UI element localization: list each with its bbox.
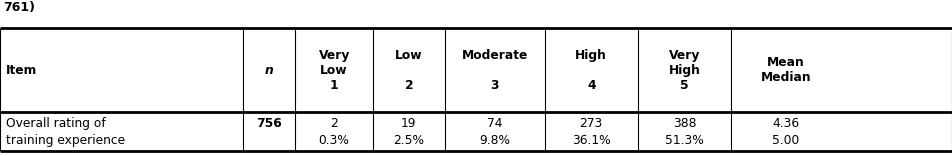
Text: Overall rating of: Overall rating of — [6, 117, 106, 130]
Text: 9.8%: 9.8% — [479, 134, 510, 147]
Text: 5.00: 5.00 — [772, 134, 800, 147]
Text: Very
Low
1: Very Low 1 — [319, 49, 349, 92]
Text: 761): 761) — [3, 1, 35, 14]
Text: 0.3%: 0.3% — [319, 134, 349, 147]
Text: Low

2: Low 2 — [395, 49, 423, 92]
Text: 2.5%: 2.5% — [393, 134, 425, 147]
Text: Very
High
5: Very High 5 — [668, 49, 701, 92]
Text: High

4: High 4 — [575, 49, 607, 92]
Text: Item: Item — [6, 64, 37, 77]
Text: training experience: training experience — [6, 134, 125, 147]
Text: Moderate

3: Moderate 3 — [462, 49, 527, 92]
Text: Mean
Median: Mean Median — [761, 56, 811, 84]
Text: 756: 756 — [256, 117, 282, 130]
Text: 51.3%: 51.3% — [665, 134, 704, 147]
Text: 19: 19 — [401, 117, 417, 130]
Text: 36.1%: 36.1% — [572, 134, 610, 147]
Text: 4.36: 4.36 — [772, 117, 800, 130]
Text: 2: 2 — [330, 117, 338, 130]
Text: n: n — [265, 64, 273, 77]
Text: 74: 74 — [486, 117, 503, 130]
Text: 388: 388 — [673, 117, 696, 130]
Text: 273: 273 — [580, 117, 603, 130]
